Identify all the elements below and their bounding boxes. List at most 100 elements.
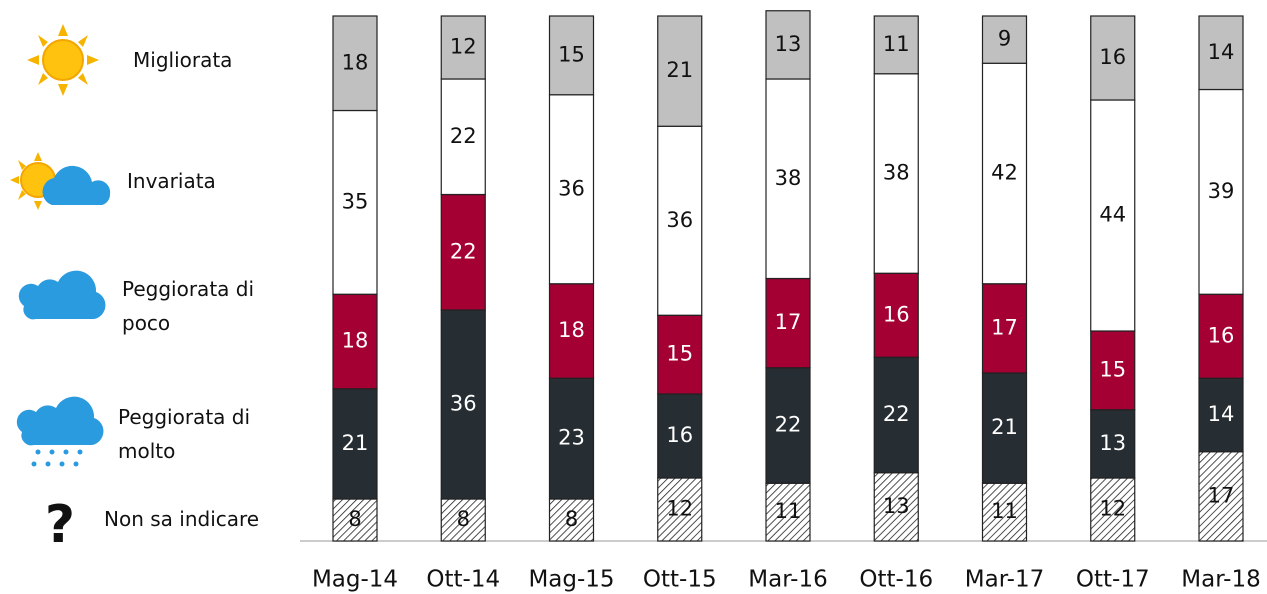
data-label: 35	[342, 189, 369, 213]
bar-segment	[765, 367, 811, 484]
icon-sun	[27, 24, 99, 96]
data-label: 18	[558, 318, 585, 342]
data-label: 13	[775, 32, 802, 56]
data-label: 12	[666, 497, 693, 521]
bar-segment	[873, 472, 919, 542]
data-label: 12	[450, 35, 477, 59]
bar-segment	[1090, 409, 1136, 479]
data-label: 39	[1208, 179, 1235, 203]
bar-segment	[548, 377, 595, 500]
data-label: 44	[1099, 203, 1126, 227]
data-label: 17	[775, 310, 802, 334]
svg-text:?: ?	[45, 495, 75, 555]
data-label: 36	[450, 392, 477, 416]
bar-segment	[332, 15, 378, 112]
bar-segment	[657, 314, 703, 395]
x-tick-label: Mag-14	[312, 567, 398, 593]
bar-segment	[1198, 377, 1244, 453]
data-label: 22	[450, 239, 477, 263]
bar-segment	[1090, 99, 1136, 332]
data-label: 36	[666, 208, 693, 232]
data-label: 15	[666, 342, 693, 366]
data-label: 21	[342, 431, 369, 455]
bar-segment	[981, 372, 1028, 484]
bar-segment	[873, 15, 919, 75]
data-label: 18	[342, 50, 369, 74]
x-tick-label: Ott-14	[426, 567, 500, 593]
data-label: 18	[342, 329, 369, 353]
bar-segment	[1198, 15, 1244, 91]
bar-segment	[332, 498, 378, 542]
bar-segment	[548, 498, 595, 542]
data-label: 11	[883, 32, 910, 56]
bar-segment	[332, 388, 378, 500]
data-label: 22	[450, 124, 477, 148]
data-label: 38	[775, 166, 802, 190]
data-label: 12	[1099, 497, 1126, 521]
x-tick-label: Ott-16	[859, 567, 933, 593]
bar-segment	[548, 15, 595, 96]
bar-segment	[981, 283, 1028, 374]
bar-segment	[548, 94, 595, 285]
bar-segment	[1198, 293, 1244, 379]
data-label: 22	[883, 402, 910, 426]
icon-sun-cloud	[10, 152, 111, 210]
icon-rain	[16, 396, 104, 467]
bar-segment	[440, 193, 486, 311]
data-label: 17	[991, 315, 1018, 339]
bar-segment	[981, 62, 1028, 285]
data-label: 16	[666, 423, 693, 447]
x-tick-label: Ott-15	[643, 567, 717, 593]
data-label: 16	[1208, 323, 1235, 347]
bar-segment	[440, 498, 486, 542]
bar-segment	[657, 477, 703, 542]
data-label: 22	[775, 413, 802, 437]
bar-segment	[657, 15, 703, 127]
bar-segment	[657, 393, 703, 479]
bar-segment	[657, 125, 703, 316]
data-label: 42	[991, 161, 1018, 185]
data-label: 14	[1208, 402, 1235, 426]
bar-segment	[1090, 330, 1136, 411]
data-label: 13	[1099, 431, 1126, 455]
data-label: 14	[1208, 40, 1235, 64]
data-label: 11	[991, 499, 1018, 523]
x-tick-label: Mar-17	[965, 567, 1045, 593]
icon-question: ?	[45, 495, 75, 555]
data-label: 16	[1099, 45, 1126, 69]
bar-segment	[1198, 88, 1244, 295]
bar-segment	[1090, 477, 1136, 542]
legend-label: Peggiorata di molto	[118, 405, 251, 463]
legend-label: Peggiorata di poco	[122, 277, 255, 335]
icon-cloud	[18, 270, 106, 320]
x-tick-label: Ott-17	[1076, 567, 1150, 593]
bar-segment	[765, 78, 811, 280]
data-label: 15	[558, 42, 585, 66]
legend-label: Invariata	[127, 169, 216, 193]
data-label: 15	[1099, 357, 1126, 381]
data-label: 21	[666, 58, 693, 82]
data-label: 38	[883, 161, 910, 185]
bar-segment	[440, 15, 486, 80]
legend-label: Non sa indicare	[104, 507, 260, 531]
bar-segment	[440, 309, 486, 500]
x-tick-label: Mar-16	[748, 567, 828, 593]
bar-segment	[981, 482, 1028, 542]
data-label: 8	[348, 507, 361, 531]
bar-segment	[981, 15, 1028, 64]
bar-segment	[765, 10, 811, 80]
data-label: 16	[883, 302, 910, 326]
data-label: 21	[991, 415, 1018, 439]
x-tick-label: Mag-15	[528, 567, 614, 593]
data-label: 11	[775, 499, 802, 523]
data-label: 23	[558, 426, 585, 450]
data-label: 9	[998, 27, 1011, 51]
bar-segment	[548, 283, 595, 379]
x-tick-label: Mar-18	[1181, 567, 1261, 593]
data-label: 13	[883, 494, 910, 518]
bar-segment	[873, 73, 919, 274]
bar-segment	[1090, 15, 1136, 101]
data-label: 17	[1208, 483, 1235, 507]
